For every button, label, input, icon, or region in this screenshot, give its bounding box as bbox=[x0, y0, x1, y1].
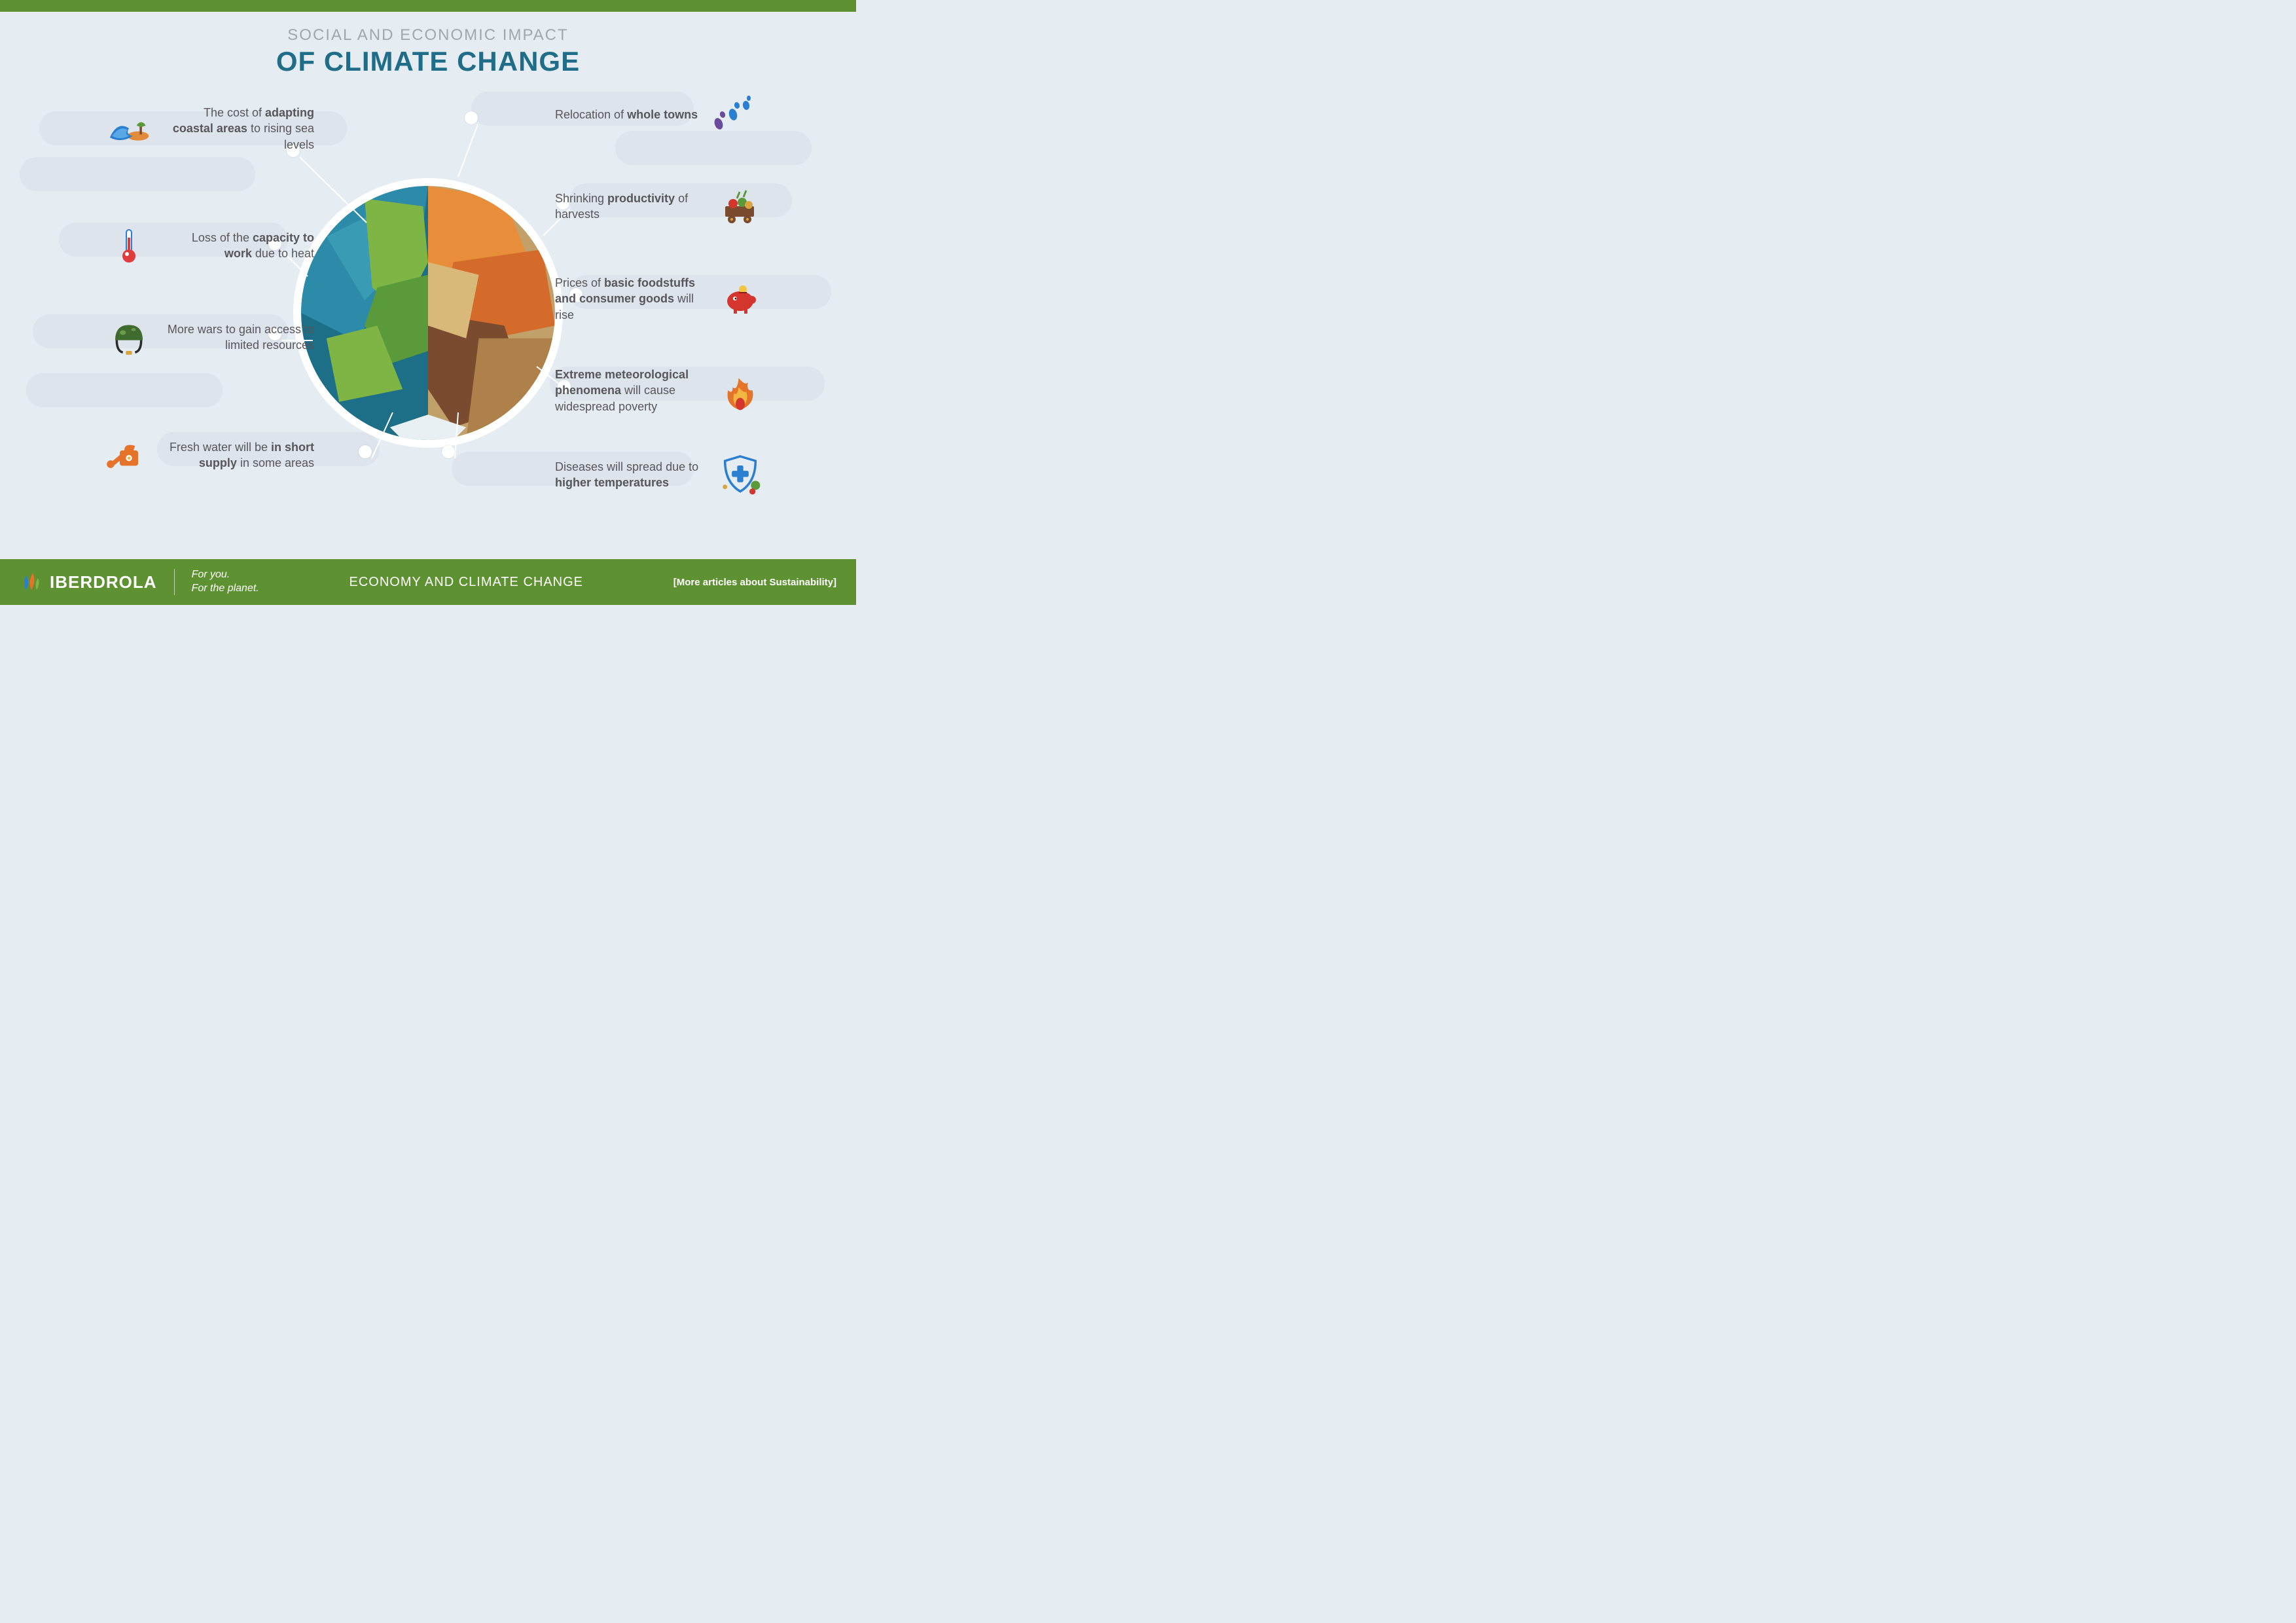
impact-label: Relocation of whole towns bbox=[555, 107, 698, 122]
impact-label: Fresh water will be in short supply in s… bbox=[164, 439, 314, 471]
brand-name: IBERDROLA bbox=[50, 572, 157, 593]
title: OF CLIMATE CHANGE bbox=[0, 46, 856, 77]
helmet-icon bbox=[106, 314, 152, 360]
bg-cloud bbox=[20, 157, 255, 191]
impact-item: Prices of basic foodstuffs and consumer … bbox=[555, 275, 830, 323]
impact-label: More wars to gain access to limited reso… bbox=[164, 321, 314, 354]
bg-cloud bbox=[26, 373, 223, 407]
thermometer-icon bbox=[106, 223, 152, 268]
leaf-flame-icon bbox=[20, 570, 43, 594]
impact-label: Loss of the capacity to work due to heat bbox=[164, 230, 314, 262]
impact-item: The cost of adapting coastal areas to ri… bbox=[39, 105, 314, 153]
impact-item: More wars to gain access to limited reso… bbox=[39, 314, 314, 360]
harvest-cart-icon bbox=[717, 183, 763, 229]
brand-logo: IBERDROLA bbox=[20, 570, 157, 594]
piggy-bank-icon bbox=[717, 276, 763, 321]
impact-item: Fresh water will be in short supply in s… bbox=[39, 432, 314, 478]
top-accent-bar bbox=[0, 0, 856, 12]
wave-icon bbox=[106, 105, 152, 151]
connector-dot bbox=[465, 111, 478, 124]
globe bbox=[297, 182, 559, 444]
impact-label: Extreme meteorological phenomena will ca… bbox=[555, 367, 706, 414]
impact-label: Shrinking productivity of harvests bbox=[555, 191, 706, 223]
medical-shield-icon bbox=[717, 452, 763, 498]
subtitle: SOCIAL AND ECONOMIC IMPACT bbox=[0, 26, 856, 45]
fire-icon bbox=[717, 367, 763, 413]
footprints-icon bbox=[709, 92, 755, 137]
impact-item: Shrinking productivity of harvests bbox=[555, 183, 830, 229]
diagram-canvas: The cost of adapting coastal areas to ri… bbox=[0, 85, 856, 559]
globe-illustration bbox=[301, 186, 555, 440]
connector-dot bbox=[442, 445, 455, 458]
header: SOCIAL AND ECONOMIC IMPACT OF CLIMATE CH… bbox=[0, 26, 856, 77]
impact-label: Prices of basic foodstuffs and consumer … bbox=[555, 275, 706, 323]
footer-divider bbox=[174, 569, 175, 595]
footer-title: ECONOMY AND CLIMATE CHANGE bbox=[276, 575, 656, 590]
brand-tagline: For you. For the planet. bbox=[192, 568, 259, 596]
more-articles-link[interactable]: [More articles about Sustainability] bbox=[673, 577, 836, 588]
connector-dot bbox=[359, 445, 372, 458]
impact-item: Relocation of whole towns bbox=[555, 92, 830, 137]
impact-label: The cost of adapting coastal areas to ri… bbox=[164, 105, 314, 153]
impact-label: Diseases will spread due to higher tempe… bbox=[555, 459, 706, 491]
footer: IBERDROLA For you. For the planet. ECONO… bbox=[0, 559, 856, 605]
impact-item: Diseases will spread due to higher tempe… bbox=[555, 452, 830, 498]
impact-item: Loss of the capacity to work due to heat bbox=[39, 223, 314, 268]
impact-item: Extreme meteorological phenomena will ca… bbox=[555, 367, 830, 414]
watering-can-icon bbox=[106, 432, 152, 478]
